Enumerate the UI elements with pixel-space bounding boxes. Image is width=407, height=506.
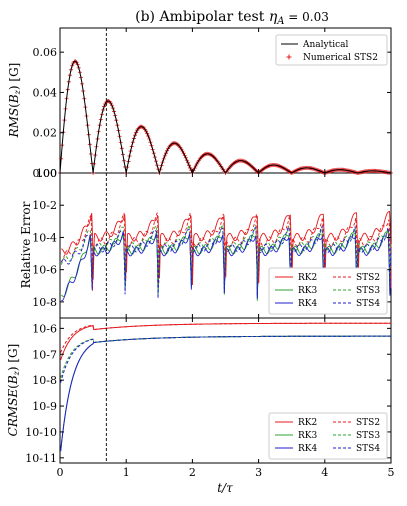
- crmse-line-rk2: [60, 322, 391, 361]
- xtick-label: 1: [123, 466, 130, 479]
- bottom-legend-label-sts4: STS4: [356, 444, 380, 454]
- bottom-legend-label-rk3: RK3: [298, 431, 318, 441]
- bottom-ytick-label: 10-11: [25, 452, 57, 465]
- middle-ytick-label: 100: [36, 167, 57, 180]
- bottom-ylabel: CRMSE(Bz) [G]: [6, 344, 21, 437]
- bottom-legend-box: [268, 412, 388, 460]
- xtick-label: 5: [388, 466, 395, 479]
- top-ylabel: RMS(Bz) [G]: [7, 63, 22, 139]
- top-ytick-label: 0.04: [33, 86, 58, 99]
- xtick-label: 4: [321, 466, 328, 479]
- top-legend-box: [275, 34, 388, 66]
- analytical-line: [59, 60, 392, 175]
- xtick-label: 3: [255, 466, 262, 479]
- bottom-legend-label-sts3: STS3: [356, 431, 380, 441]
- figure-title: (b) Ambipolar test ηA = 0.03: [135, 9, 329, 27]
- crmse-line-sts2: [60, 322, 391, 353]
- xtick-label: 0: [57, 466, 64, 479]
- middle-legend-label-sts3: STS3: [356, 286, 380, 296]
- bottom-ytick-label: 10-7: [32, 348, 57, 361]
- top-ytick-label: 0.02: [33, 127, 58, 140]
- middle-ytick-label: 10-8: [32, 296, 57, 309]
- bottom-legend-label-rk4: RK4: [298, 444, 318, 454]
- legend-analytical-label: Analytical: [302, 40, 349, 50]
- rel-error-line-sts3: [60, 224, 392, 294]
- middle-legend-label-rk3: RK3: [298, 286, 318, 296]
- rel-error-line-rk2: [61, 210, 392, 289]
- bottom-ytick-label: 10-6: [32, 322, 57, 335]
- bottom-ytick-label: 10-9: [32, 400, 57, 413]
- top-ytick-label: 0.06: [33, 46, 58, 59]
- middle-legend-label-rk2: RK2: [298, 273, 317, 283]
- bottom-legend-label-sts2: STS2: [356, 418, 380, 428]
- crmse-line-sts4: [60, 335, 391, 383]
- middle-legend-label-sts4: STS4: [356, 299, 380, 309]
- middle-legend-label-sts2: STS2: [356, 273, 380, 283]
- legend-numerical-swatch: [286, 54, 292, 60]
- middle-ytick-label: 10-6: [32, 264, 57, 277]
- middle-ylabel: Relative Error: [19, 201, 33, 288]
- middle-ytick-label: 10-2: [32, 199, 57, 212]
- middle-ytick-label: 10-4: [32, 231, 57, 244]
- crmse-line-sts3: [60, 335, 391, 378]
- legend-numerical-label: Numerical STS2: [303, 53, 378, 63]
- middle-legend-box: [268, 267, 388, 315]
- bottom-ytick-label: 10-8: [32, 374, 57, 387]
- rel-error-line-sts4: [60, 224, 392, 299]
- bottom-ytick-label: 10-10: [25, 426, 57, 439]
- top-ytick-label: 0.00: [33, 167, 58, 180]
- panel-bottom-frame: [59, 317, 392, 464]
- xtick-label: 2: [189, 466, 196, 479]
- bottom-legend-label-rk2: RK2: [298, 418, 317, 428]
- rel-error-line-sts2: [61, 212, 392, 291]
- x-axis-label: t/τ: [217, 481, 233, 495]
- middle-legend-label-rk4: RK4: [298, 299, 318, 309]
